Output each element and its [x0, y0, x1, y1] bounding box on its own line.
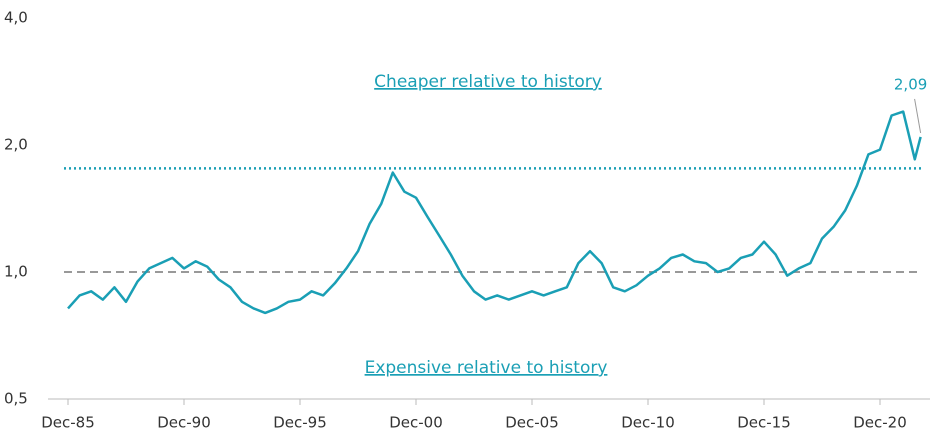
x-tick-label: Dec-20 [853, 414, 907, 432]
leader-line [914, 98, 922, 134]
annotation: Cheaper relative to history [374, 72, 602, 92]
y-tick-label: 2,0 [4, 136, 28, 154]
x-tick-label: Dec-05 [505, 414, 559, 432]
x-tick-label: Dec-00 [389, 414, 443, 432]
x-tick-label: Dec-15 [737, 414, 791, 432]
y-tick-label: 1,0 [4, 263, 28, 281]
end-label: 2,09 [894, 75, 927, 93]
y-tick-label: 0,5 [4, 390, 28, 408]
annotation: Expensive relative to history [365, 358, 608, 378]
x-tick-label: Dec-90 [157, 414, 211, 432]
data-line [67, 110, 922, 315]
y-tick-label: 4,0 [4, 9, 28, 27]
x-tick-label: Dec-85 [41, 414, 95, 432]
x-tick-label: Dec-10 [621, 414, 675, 432]
x-tick-label: Dec-95 [273, 414, 327, 432]
